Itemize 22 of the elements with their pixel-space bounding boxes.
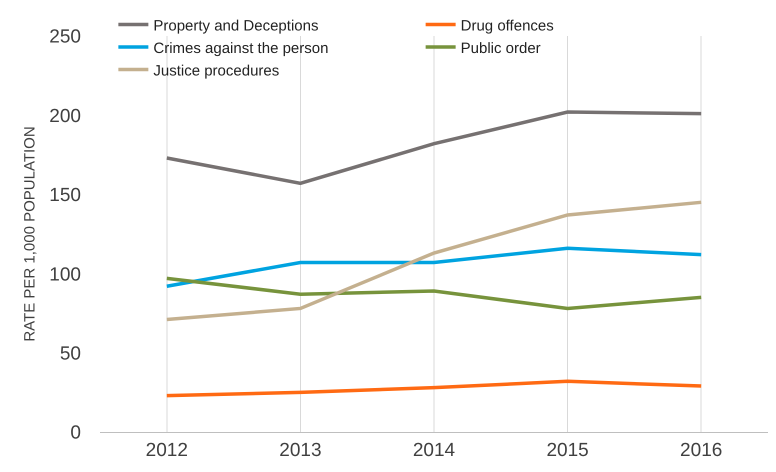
- y-tick-label: 150: [49, 185, 81, 206]
- y-tick-label: 50: [60, 343, 81, 364]
- legend-label: Public order: [460, 40, 541, 57]
- y-tick-label: 100: [49, 264, 81, 286]
- legend-label: Justice procedures: [153, 62, 280, 80]
- legend-label: Drug offences: [460, 17, 554, 34]
- y-tick-label: 0: [70, 422, 81, 444]
- x-tick-label: 2014: [412, 440, 456, 461]
- legend-label: Crimes against the person: [153, 40, 328, 57]
- line-series: [165, 200, 703, 322]
- y-tick-label: 250: [49, 26, 81, 48]
- line-series: [165, 380, 703, 398]
- y-axis-title: RATE PER 1,000 POPULATION: [22, 126, 39, 342]
- y-tick-label: 200: [49, 106, 81, 127]
- line-series: [165, 110, 703, 186]
- x-tick-label: 2012: [146, 440, 188, 461]
- x-tick-label: 2013: [279, 440, 322, 461]
- line-series: [165, 276, 703, 310]
- x-tick-label: 2016: [680, 440, 722, 461]
- x-tick-label: 2015: [546, 440, 589, 461]
- line-series: [165, 246, 703, 288]
- legend-label: Property and Deceptions: [153, 17, 318, 34]
